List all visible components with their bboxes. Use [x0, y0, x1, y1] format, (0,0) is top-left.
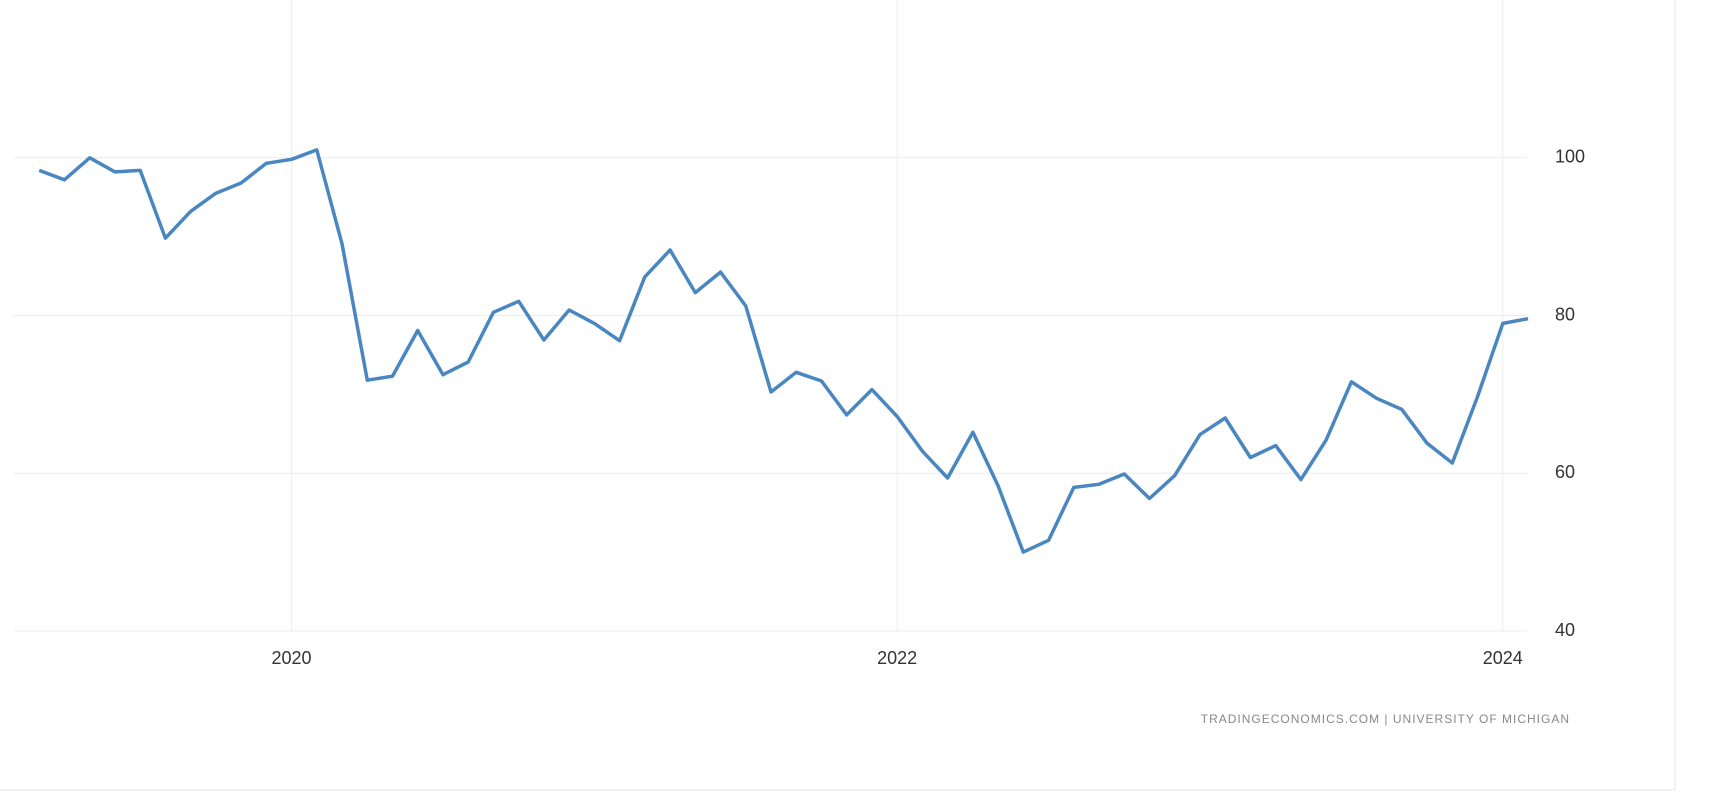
- x-tick-label: 2024: [1483, 648, 1523, 668]
- source-note: TRADINGECONOMICS.COM | UNIVERSITY OF MIC…: [1201, 712, 1570, 726]
- y-tick-label: 40: [1555, 620, 1575, 640]
- data-line: [38, 148, 1529, 554]
- y-tick-label: 100: [1555, 147, 1585, 167]
- y-tick-label: 80: [1555, 304, 1575, 324]
- x-tick-label: 2020: [272, 648, 312, 668]
- x-tick-label: 2022: [877, 648, 917, 668]
- y-tick-label: 60: [1555, 462, 1575, 482]
